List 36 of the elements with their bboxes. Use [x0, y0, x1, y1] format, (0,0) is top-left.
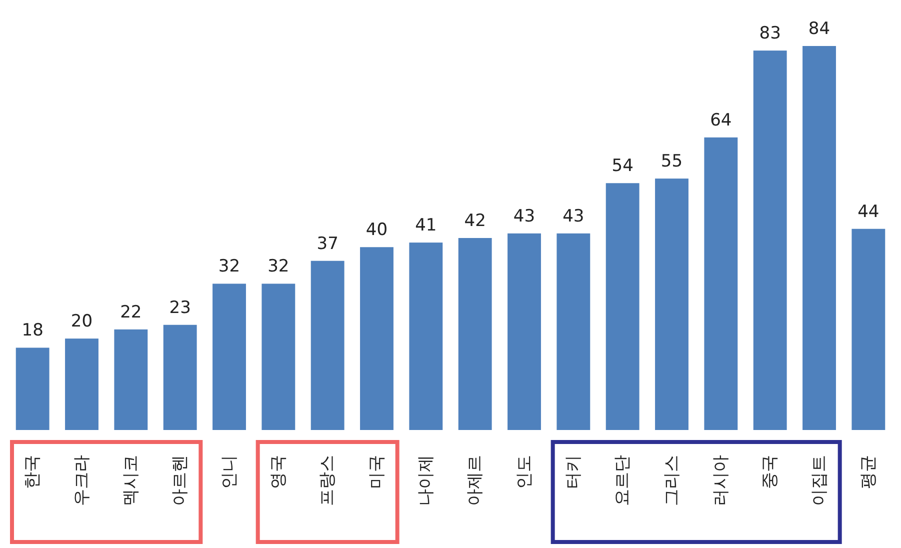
data-label: 64 [710, 110, 732, 130]
data-label: 23 [169, 298, 191, 318]
data-label: 20 [70, 312, 93, 332]
x-tick-label: 한국 [22, 455, 43, 489]
data-label: 44 [858, 202, 880, 222]
x-tick-label: 요르단 [612, 455, 633, 506]
x-tick-label: 미국 [366, 455, 387, 489]
x-tick-label: 인도 [514, 455, 534, 489]
x-tick-label: 그리스 [662, 455, 682, 506]
x-tick-label: 터키 [563, 455, 584, 489]
data-label: 43 [513, 206, 536, 226]
data-label: 83 [759, 24, 781, 44]
x-tick-label: 러시아 [710, 455, 731, 506]
data-label: 55 [660, 152, 683, 172]
data-label: 54 [612, 156, 634, 176]
data-label: 84 [808, 19, 830, 39]
x-tick-label: 아르헨 [170, 455, 190, 506]
x-tick-label: 중국 [760, 455, 780, 489]
data-label: 32 [268, 256, 290, 277]
x-tick-label: 이집트 [809, 455, 830, 506]
data-label: 18 [22, 320, 44, 341]
x-tick-label: 영국 [268, 455, 288, 489]
x-tick-label: 인니 [219, 455, 240, 489]
data-label: 43 [562, 206, 584, 226]
x-tick-label: 프랑스 [318, 455, 338, 506]
x-tick-label: 우크라 [72, 455, 92, 506]
data-label: 32 [218, 256, 240, 277]
x-tick-label: 멕시코 [120, 455, 141, 506]
data-label: 41 [415, 216, 437, 236]
x-tick-label: 평균 [858, 455, 878, 489]
data-label: 22 [120, 302, 142, 322]
data-label: 42 [464, 211, 486, 231]
data-label: 37 [316, 234, 338, 254]
data-label: 40 [366, 220, 388, 240]
x-tick-label: 나이제 [416, 455, 436, 506]
x-tick-label: 아제르 [465, 455, 486, 506]
